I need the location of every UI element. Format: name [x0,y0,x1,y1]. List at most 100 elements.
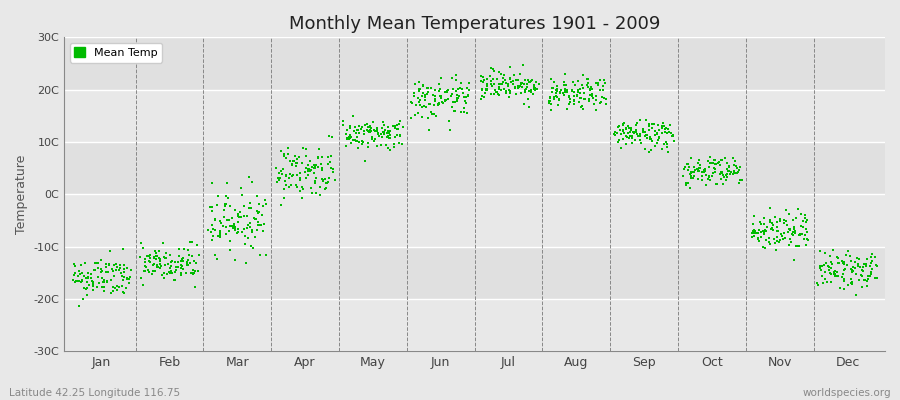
Point [635,128,650,134]
Point [380,134,394,140]
Point [836,271,850,277]
Point [747,212,761,219]
Point [356,131,371,137]
Point [346,136,360,143]
Point [462,87,476,93]
Point [311,154,326,160]
Point [720,171,734,178]
Point [678,164,692,170]
Point [681,164,696,170]
Point [392,118,407,124]
Legend: Mean Temp: Mean Temp [70,43,162,62]
Point [655,123,670,129]
Point [381,123,395,130]
Point [413,86,428,92]
Point [832,272,846,279]
Point [307,165,321,172]
Point [633,131,647,137]
Point [149,264,164,270]
Point [697,167,711,173]
Point [542,98,556,105]
Point [686,175,700,182]
Point [151,248,166,254]
Point [661,126,675,132]
Point [792,232,806,238]
Point [529,79,544,85]
Point [180,246,194,253]
Point [850,263,865,270]
Point [219,231,233,237]
Point [709,161,724,168]
Point [418,104,433,110]
Point [687,173,701,179]
Point [688,164,702,170]
Point [449,72,464,78]
Point [416,90,430,96]
Point [89,284,104,290]
Point [174,272,188,278]
Point [278,182,293,188]
Bar [64,246,885,299]
Point [799,216,814,223]
Point [382,130,397,136]
Point [184,252,199,259]
Point [827,271,842,277]
Point [381,132,395,139]
Point [730,165,744,171]
Point [691,166,706,172]
Point [644,134,658,140]
Point [684,174,698,181]
Y-axis label: Temperature: Temperature [15,154,28,234]
Point [510,83,525,90]
Point [747,230,761,236]
Point [634,117,648,123]
Point [243,200,257,206]
Point [723,171,737,177]
Point [771,238,786,245]
Point [307,170,321,176]
Point [865,250,879,257]
Point [791,206,806,212]
Point [205,233,220,239]
Point [73,271,87,278]
Point [188,268,202,274]
Point [801,237,815,243]
Point [245,179,259,185]
Point [298,169,312,175]
Point [823,253,837,259]
Point [562,98,577,105]
Point [450,95,464,101]
Point [104,290,118,296]
Point [277,153,292,160]
Point [328,177,342,183]
Point [324,152,338,159]
Point [210,256,224,262]
Point [259,201,274,207]
Point [581,96,596,102]
Point [232,209,247,215]
Point [613,127,627,133]
Point [411,94,426,101]
Point [272,175,286,181]
Point [460,110,474,116]
Point [780,228,795,235]
Point [665,131,680,138]
Point [521,95,535,102]
Point [168,259,183,266]
Point [304,167,319,174]
Point [364,125,378,132]
Point [313,184,328,191]
Point [594,99,608,106]
Point [274,202,288,208]
Point [642,127,656,133]
Point [584,84,598,90]
Point [715,170,729,176]
Point [235,229,249,236]
Point [562,101,576,108]
Point [234,214,248,220]
Point [663,130,678,136]
Point [580,76,594,82]
Point [527,86,542,92]
Point [560,106,574,112]
Point [614,145,628,152]
